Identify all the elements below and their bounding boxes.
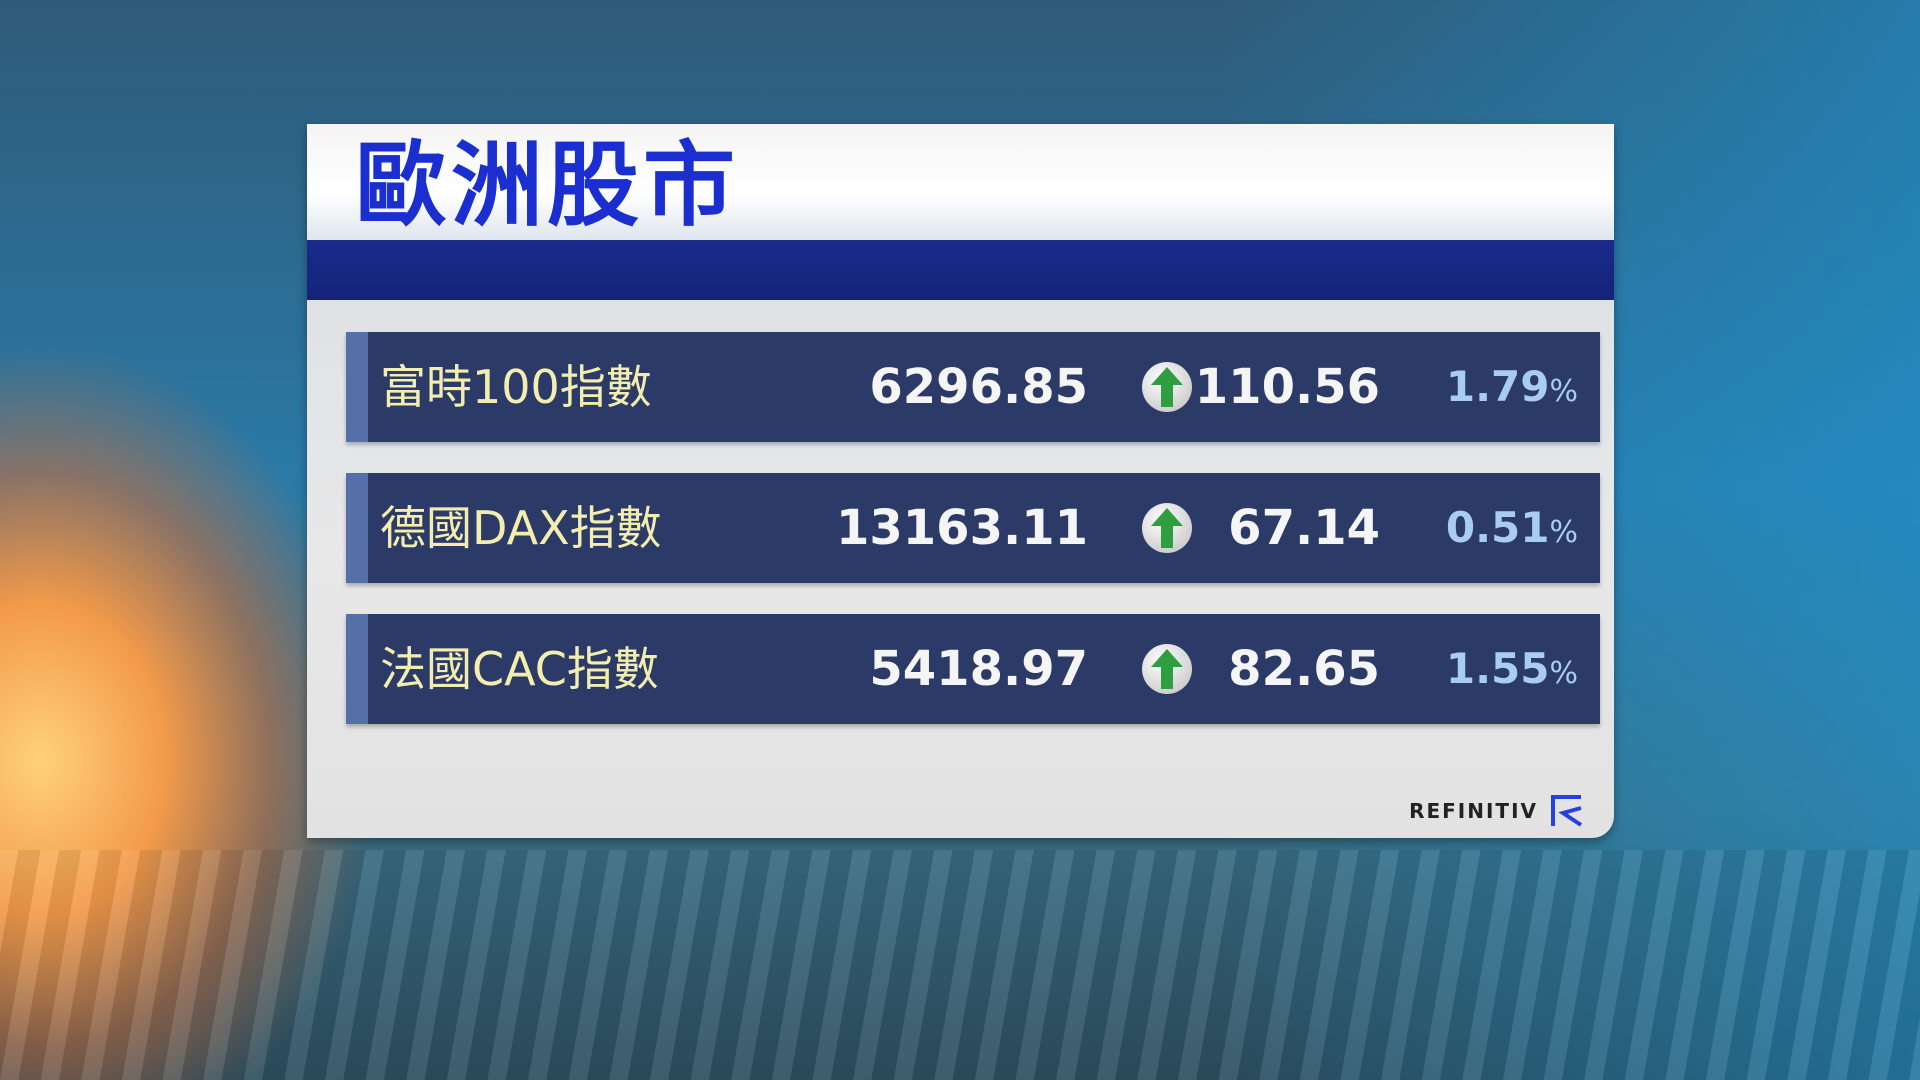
index-percent: 0.51% [1446, 473, 1578, 588]
refinitiv-mark-icon [1551, 795, 1583, 827]
percent-value: 1.79 [1445, 362, 1550, 411]
title-band: 歐洲股市 [307, 124, 1614, 240]
percent-sign: % [1549, 374, 1578, 409]
index-change: 110.56 [1194, 359, 1380, 415]
percent-value: 1.55 [1445, 644, 1550, 693]
index-change: 82.65 [1228, 641, 1380, 697]
header-bar [307, 240, 1614, 300]
index-name: 富時100指數 [380, 360, 652, 414]
percent-value: 0.51 [1445, 503, 1550, 552]
up-arrow-icon [1142, 362, 1192, 412]
page-title: 歐洲股市 [355, 132, 740, 239]
refinitiv-logo: REFINITIV [1409, 794, 1584, 828]
background-floor [0, 850, 1920, 1080]
index-percent: 1.55% [1446, 614, 1578, 729]
index-row: 法國CAC指數 5418.97 82.65 1.55% [346, 614, 1600, 724]
percent-sign: % [1549, 515, 1578, 550]
index-name: 法國CAC指數 [380, 642, 659, 696]
up-arrow-icon [1142, 503, 1192, 553]
index-row: 德國DAX指數 13163.11 67.14 0.51% [346, 473, 1600, 583]
row-stripe [346, 473, 368, 583]
row-stripe [346, 332, 368, 442]
up-arrow-icon [1142, 644, 1192, 694]
index-value: 13163.11 [835, 500, 1088, 556]
percent-sign: % [1549, 656, 1578, 691]
index-value: 5418.97 [869, 641, 1088, 697]
market-panel: 歐洲股市 富時100指數 6296.85 110.56 1.79% 德國DAX指… [307, 124, 1614, 838]
row-stripe [346, 614, 368, 724]
index-value: 6296.85 [869, 359, 1088, 415]
index-row: 富時100指數 6296.85 110.56 1.79% [346, 332, 1600, 442]
index-name: 德國DAX指數 [380, 501, 662, 555]
logo-text: REFINITIV [1409, 799, 1538, 823]
index-change: 67.14 [1228, 500, 1380, 556]
index-percent: 1.79% [1446, 332, 1578, 447]
